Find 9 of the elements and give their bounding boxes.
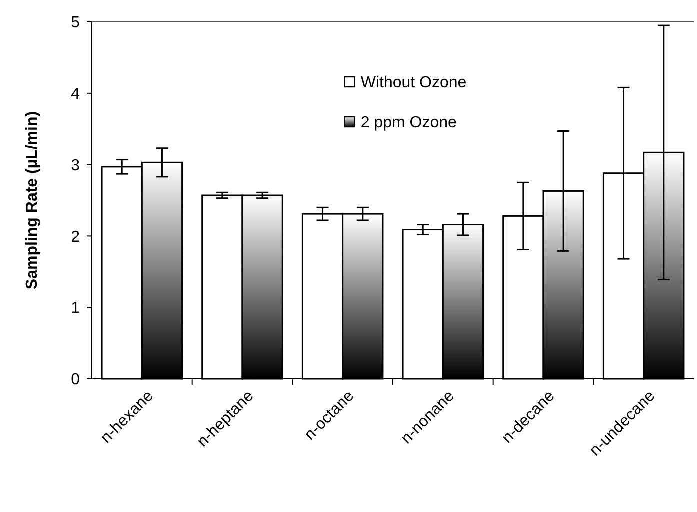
legend-label: Without Ozone — [360, 74, 467, 92]
legend-label: 2 ppm Ozone — [360, 114, 457, 132]
y-tick-label: 2 — [71, 228, 80, 246]
y-tick-label: 5 — [71, 14, 80, 32]
y-tick-label: 1 — [71, 300, 80, 318]
y-tick-label: 4 — [71, 86, 80, 103]
y-tick-label: 3 — [71, 157, 80, 174]
y-axis-title: Sampling Rate (µL/min) — [24, 111, 41, 290]
y-tick-label: 0 — [71, 372, 80, 389]
